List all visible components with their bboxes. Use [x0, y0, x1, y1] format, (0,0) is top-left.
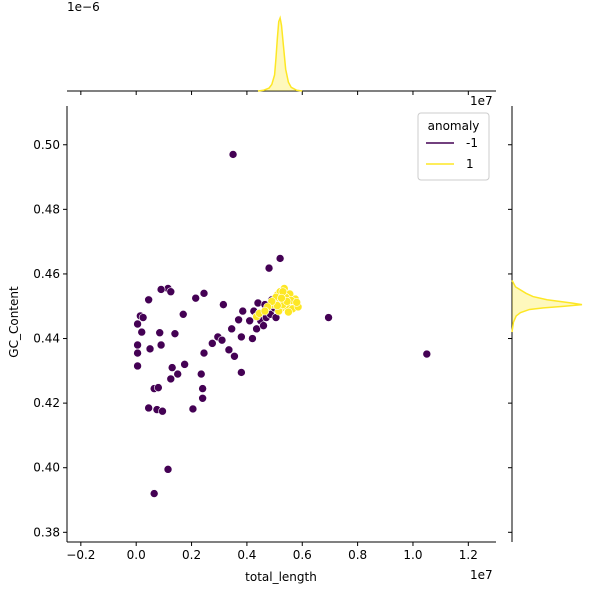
main-scatter-axes: −0.2 0.0 0.2 0.4 0.6 0.8 1.0 1.2 0.38 0.40 0.42 0.4… [33, 106, 496, 562]
point-anomaly [219, 300, 228, 309]
point-anomaly [228, 150, 238, 159]
point-anomaly [163, 465, 173, 474]
x-tick-label: 0.4 [237, 548, 256, 562]
point-anomaly [180, 360, 189, 369]
point-anomaly [145, 344, 155, 354]
point-anomaly [208, 339, 217, 348]
y-axis-title: GC_Content [7, 286, 21, 358]
point-anomaly [264, 263, 274, 273]
point-anomaly [245, 316, 254, 326]
x-scale-label: 1e7 [470, 568, 493, 582]
point-anomaly [154, 383, 163, 392]
point-anomaly [166, 287, 176, 297]
point-anomaly [422, 349, 432, 359]
top-density-line [257, 15, 303, 92]
point-anomaly [178, 310, 188, 319]
x-tick-label: 1.0 [403, 548, 422, 562]
point-anomaly [158, 406, 167, 416]
point-anomaly [144, 403, 153, 413]
point-anomaly [227, 324, 236, 334]
point-anomaly [137, 327, 147, 337]
point-anomaly [155, 328, 165, 338]
point-anomaly [198, 384, 207, 393]
y-tick-label: 0.50 [33, 138, 60, 152]
point-anomaly [133, 340, 142, 350]
x-axis-title: total_length [245, 570, 317, 584]
point-anomaly [138, 313, 148, 322]
y-tick-label: 0.40 [33, 461, 60, 475]
point-anomaly [230, 351, 239, 361]
y-tick-label: 0.38 [33, 525, 60, 539]
top-density-fill [257, 18, 303, 91]
point-anomaly [199, 289, 209, 298]
right-marginal-axes [508, 106, 583, 542]
point-anomaly [198, 393, 207, 403]
point-anomaly [191, 293, 200, 303]
point-anomaly [238, 306, 248, 316]
point-anomaly [156, 285, 166, 294]
point-anomaly [237, 332, 246, 342]
point-anomaly [166, 374, 176, 384]
point-anomaly [217, 335, 227, 345]
point-anomaly [188, 404, 198, 414]
point-anomaly [324, 313, 333, 322]
legend-label: 1 [466, 157, 474, 171]
point-normal [260, 306, 270, 316]
point-anomaly [199, 348, 209, 358]
point-anomaly [275, 254, 285, 263]
point-anomaly [133, 319, 142, 329]
point-anomaly [133, 361, 142, 371]
legend: anomaly -1 1 [417, 112, 490, 181]
y-tick-label: 0.44 [33, 332, 60, 346]
point-anomaly [259, 321, 268, 330]
point-anomaly [224, 345, 234, 355]
x-tick-label: 0.6 [293, 548, 312, 562]
point-anomaly [170, 329, 180, 338]
point-anomaly [173, 369, 183, 379]
right-density-fill [512, 280, 582, 333]
point-normal [284, 307, 293, 317]
point-anomaly [196, 369, 206, 379]
point-anomaly [248, 334, 257, 343]
x-tick-label: 1.2 [459, 548, 478, 562]
point-anomaly [156, 340, 166, 350]
y-tick-label: 0.48 [33, 202, 60, 216]
point-normal [277, 293, 286, 303]
right-density-line [511, 280, 583, 333]
point-anomaly [252, 324, 261, 334]
legend-title: anomaly [428, 119, 480, 133]
x-tick-label: −0.2 [66, 548, 95, 562]
point-anomaly [167, 363, 177, 372]
point-normal [292, 298, 302, 307]
point-anomaly [133, 348, 142, 358]
x-tick-label: 0.0 [127, 548, 146, 562]
point-anomaly [144, 295, 153, 305]
legend-label: -1 [466, 136, 478, 150]
x-tick-label: 0.8 [348, 548, 367, 562]
point-anomaly [149, 489, 159, 498]
x-tick-label: 0.2 [182, 548, 201, 562]
y-tick-label: 0.42 [33, 396, 60, 410]
point-anomaly [237, 368, 246, 377]
right-scale-label: 1e7 [470, 94, 493, 108]
point-anomaly [234, 315, 243, 325]
top-scale-label: 1e−6 [67, 0, 100, 14]
y-tick-label: 0.46 [33, 267, 60, 281]
top-marginal-axes [67, 15, 496, 95]
